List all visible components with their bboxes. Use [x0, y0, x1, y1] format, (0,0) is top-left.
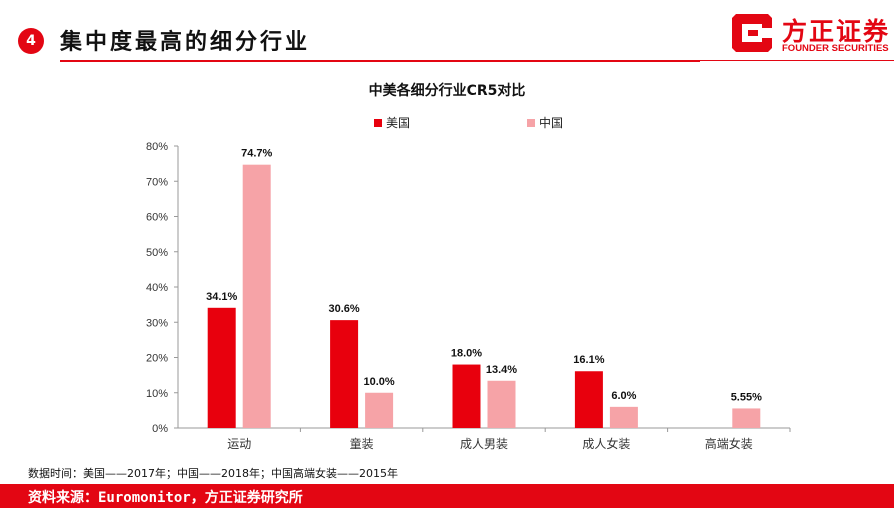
- x-tick-label: 童装: [350, 436, 374, 451]
- data-label: 16.1%: [573, 354, 604, 366]
- data-label: 5.55%: [731, 391, 762, 403]
- y-tick-label: 80%: [146, 141, 168, 153]
- bar-us: [207, 307, 236, 428]
- x-tick-label: 高端女装: [705, 436, 753, 451]
- y-tick-label: 50%: [146, 247, 168, 259]
- bar-cn: [242, 164, 271, 428]
- bar-cn: [487, 380, 516, 428]
- y-tick-label: 10%: [146, 388, 168, 400]
- legend-label-cn: 中国: [539, 116, 564, 130]
- page-title: 集中度最高的细分行业: [60, 30, 311, 55]
- y-tick-label: 60%: [146, 212, 168, 224]
- data-label: 13.4%: [486, 364, 517, 376]
- section-number-badge: 4: [18, 28, 44, 54]
- data-label: 74.7%: [241, 148, 272, 160]
- legend-label-us: 美国: [386, 116, 411, 130]
- header: 4 集中度最高的细分行业 方正证券 FOUNDER SECURITIES: [0, 0, 894, 66]
- y-tick-label: 30%: [146, 317, 168, 329]
- legend-item-us: 美国: [374, 114, 410, 131]
- footer-bar: 资料来源：Euromonitor，方正证券研究所: [0, 484, 894, 508]
- bar-us: [574, 371, 603, 428]
- bar-cn: [365, 392, 394, 428]
- source-footer: 资料来源：Euromonitor，方正证券研究所: [28, 490, 303, 506]
- data-label: 6.0%: [611, 390, 636, 402]
- data-label: 10.0%: [363, 376, 394, 388]
- logo-chinese-text: 方正证券: [782, 17, 891, 46]
- bar-us: [452, 364, 481, 428]
- logo-mark-icon: [732, 14, 772, 52]
- data-time-note: 数据时间：美国——2017年；中国——2018年；中国高端女装——2015年: [28, 467, 398, 480]
- y-tick-label: 40%: [146, 282, 168, 294]
- data-label: 30.6%: [328, 303, 359, 315]
- header-divider: [60, 60, 700, 62]
- data-label: 18.0%: [451, 348, 482, 360]
- bar-cn: [609, 406, 638, 428]
- legend-swatch-us: [374, 118, 382, 127]
- y-tick-label: 70%: [146, 176, 168, 188]
- y-tick-label: 0%: [152, 423, 168, 435]
- x-tick-label: 运动: [227, 437, 251, 451]
- chart-legend: 美国 中国: [0, 114, 894, 132]
- logo-english-text: FOUNDER SECURITIES: [782, 43, 889, 54]
- data-label: 34.1%: [206, 291, 237, 303]
- bar-us: [330, 320, 359, 428]
- header-divider-thin: [700, 60, 894, 61]
- x-tick-label: 成人男装: [460, 437, 508, 451]
- founder-securities-logo: 方正证券 FOUNDER SECURITIES: [726, 10, 894, 60]
- legend-swatch-cn: [527, 118, 535, 127]
- bar-chart: 0% 10% 20% 30% 40% 50% 60% 70% 80% 运动 34.1% 74.7% 童装…: [146, 141, 791, 451]
- chart-title: 中美各细分行业CR5对比: [368, 83, 526, 99]
- legend-item-cn: 中国: [527, 114, 563, 131]
- bar-cn: [732, 408, 761, 428]
- y-tick-label: 20%: [146, 353, 168, 365]
- x-tick-label: 成人女装: [582, 436, 630, 451]
